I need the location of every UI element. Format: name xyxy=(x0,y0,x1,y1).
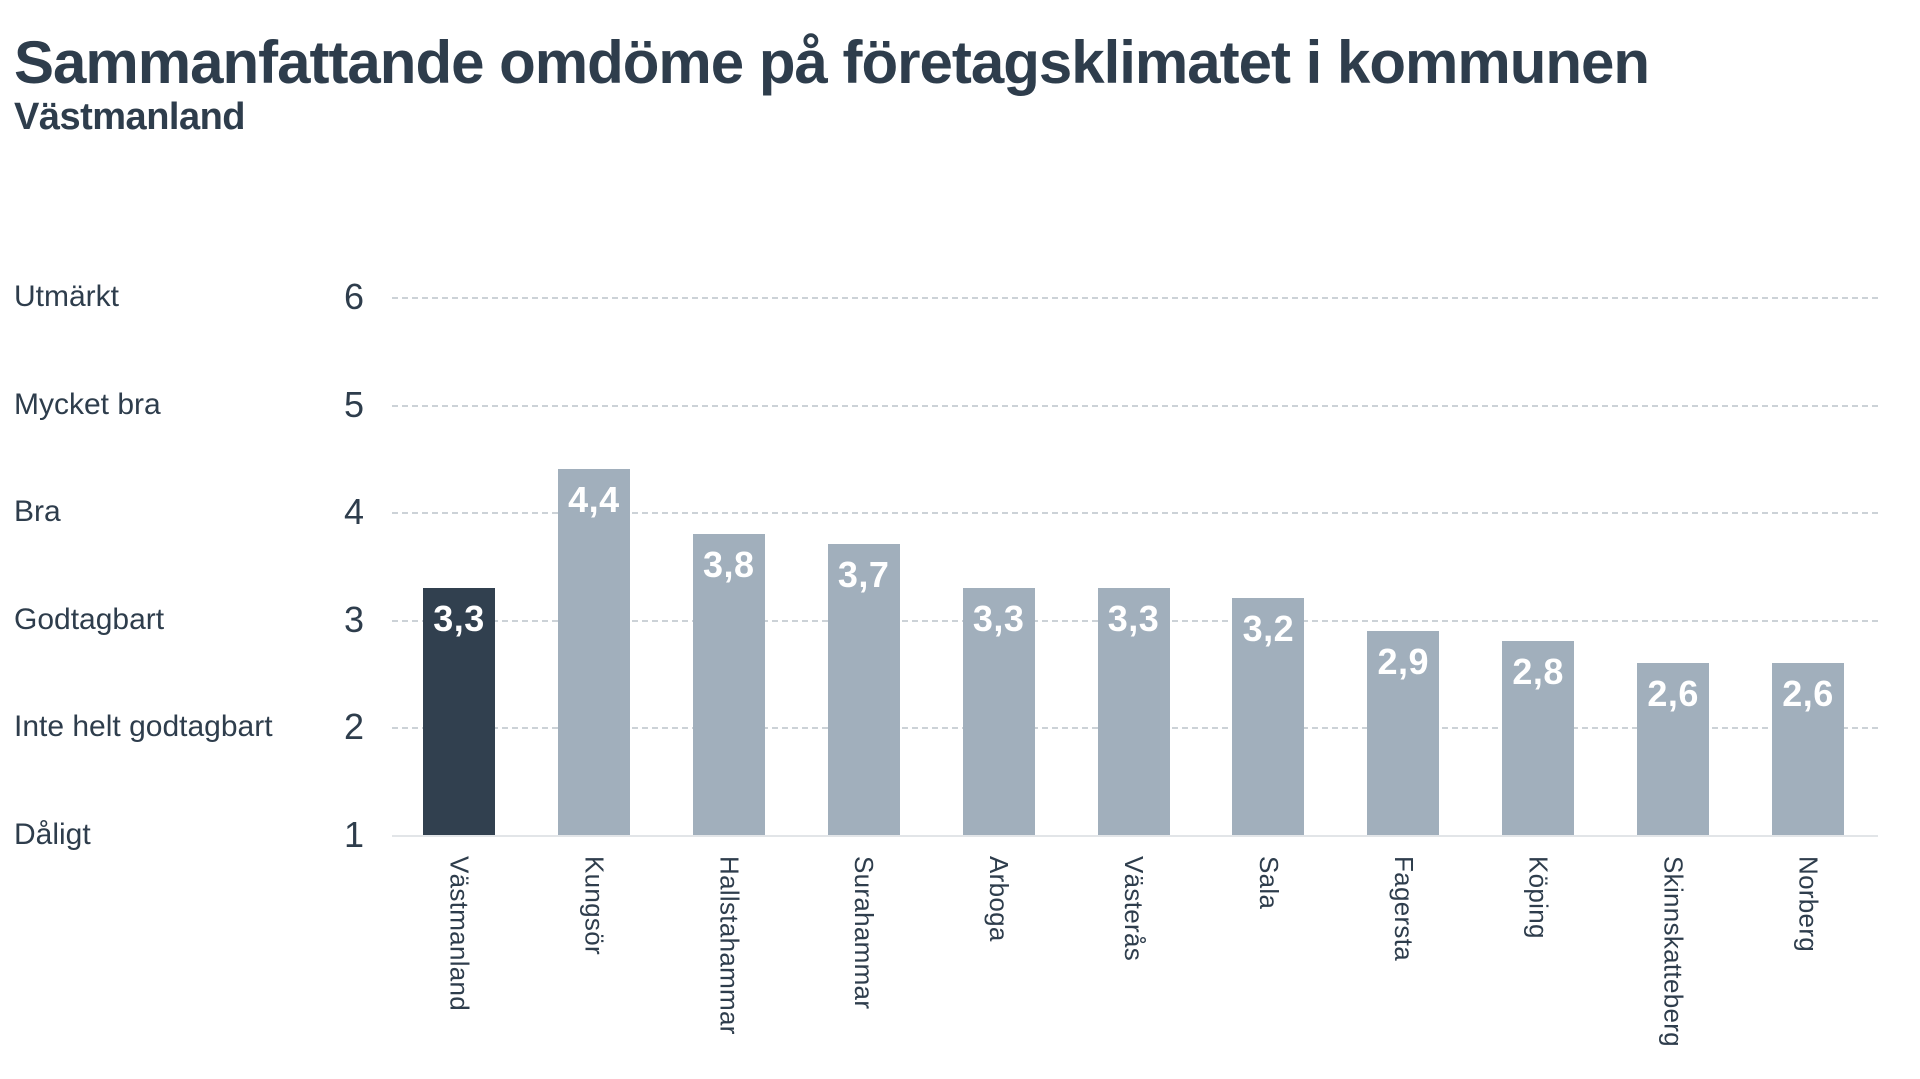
chart-subtitle: Västmanland xyxy=(14,96,246,138)
gridline-6 xyxy=(392,297,1878,299)
x-label-surahammar: Surahammar xyxy=(849,856,880,1010)
bar-value-label: 3,3 xyxy=(972,597,1025,639)
chart-title: Sammanfattande omdöme på företagsklimate… xyxy=(14,29,1650,96)
bar-value-label: 2,6 xyxy=(1647,672,1699,714)
y-tick-number-4: 4 xyxy=(343,491,365,533)
bar-value-label: 2,9 xyxy=(1377,640,1430,682)
bar-norberg: 2,6 xyxy=(1772,662,1844,835)
bar-value-label: 3,3 xyxy=(1107,597,1160,639)
bar-value-label: 3,3 xyxy=(433,597,485,639)
y-tick-number-2: 2 xyxy=(343,706,365,748)
x-label-hallstahammar: Hallstahammar xyxy=(714,856,745,1035)
x-label-norberg: Norberg xyxy=(1793,856,1824,953)
bar-value-label: 4,4 xyxy=(568,479,620,521)
y-tick-number-6: 6 xyxy=(343,276,365,317)
y-tick-number-1: 1 xyxy=(343,814,365,855)
y-tick-word-6: Utmärkt xyxy=(14,280,119,313)
bar-value-label: 2,6 xyxy=(1782,672,1834,714)
x-label-västmanland: Västmanland xyxy=(444,856,475,1012)
x-label-skinnskatteberg: Skinnskatteberg xyxy=(1658,856,1689,1047)
chart-header: Sammanfattande omdöme på företagsklimate… xyxy=(14,29,1650,140)
x-label-västerås: Västerås xyxy=(1119,856,1149,962)
bar-arboga: 3,3 xyxy=(962,587,1035,835)
gridline-4 xyxy=(392,512,1878,515)
bar-västerås: 3,3 xyxy=(1097,587,1170,835)
y-tick-number-3: 3 xyxy=(343,598,365,640)
x-axis-baseline xyxy=(392,835,1878,837)
bar-skinnskatteberg: 2,6 xyxy=(1637,662,1710,835)
x-label-sala: Sala xyxy=(1253,856,1284,910)
y-tick-number-5: 5 xyxy=(343,383,365,425)
bar-value-label: 3,7 xyxy=(837,554,890,596)
bar-value-label: 2,8 xyxy=(1512,651,1564,693)
x-label-fagersta: Fagersta xyxy=(1388,856,1419,962)
bar-hallstahammar: 3,8 xyxy=(692,533,765,835)
bar-value-label: 3,8 xyxy=(703,543,755,585)
bar-kungsör: 4,4 xyxy=(557,469,630,835)
bar-value-label: 3,2 xyxy=(1242,608,1295,650)
y-tick-word-1: Dåligt xyxy=(14,818,91,851)
gridline-5 xyxy=(392,404,1878,407)
plot-area: 3,3 4,4 3,8 3,7 3,3 3,3 3,2 2,9 2,8 2,6 2,6 xyxy=(392,297,1878,837)
y-tick-word-4: Bra xyxy=(14,495,61,529)
bar-surahammar: 3,7 xyxy=(827,544,900,835)
x-label-kungsör: Kungsör xyxy=(579,856,610,955)
bar-västmanland: 3,3 xyxy=(423,587,495,835)
x-label-köping: Köping xyxy=(1523,856,1554,939)
bar-sala: 3,2 xyxy=(1232,598,1305,835)
x-label-arboga: Arboga xyxy=(984,856,1015,942)
y-tick-word-5: Mycket bra xyxy=(14,387,161,421)
y-tick-word-3: Godtagbart xyxy=(14,602,165,636)
bar-köping: 2,8 xyxy=(1502,641,1575,835)
y-tick-word-2: Inte helt godtagbart xyxy=(14,710,273,744)
bar-fagersta: 2,9 xyxy=(1367,630,1440,835)
